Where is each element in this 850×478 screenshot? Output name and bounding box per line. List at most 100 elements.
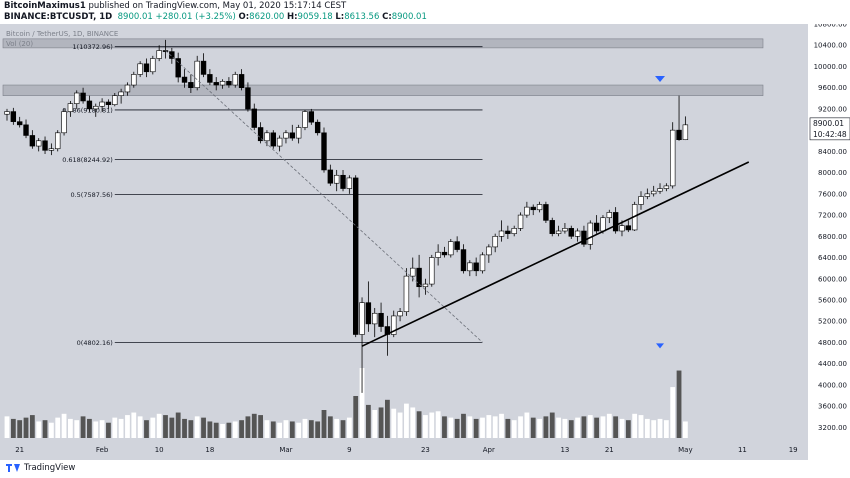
volume-bar <box>188 420 194 438</box>
volume-bar <box>562 418 568 438</box>
candle-body <box>23 124 29 136</box>
candle-body <box>150 58 156 73</box>
volume-bar <box>435 411 441 438</box>
price-tick-label: 4800.00 <box>818 339 847 347</box>
volume-bar <box>106 422 111 438</box>
volume-bar <box>232 421 238 438</box>
volume-bar <box>213 422 219 438</box>
candle-body <box>4 111 10 115</box>
candle-body <box>498 230 505 237</box>
volume-bar <box>556 417 561 438</box>
volume-bar <box>448 417 454 438</box>
volume-bar <box>251 413 257 438</box>
volume-bar <box>4 416 10 438</box>
candle-body <box>118 91 124 96</box>
candle-body <box>530 206 536 211</box>
volume-bar <box>530 417 536 438</box>
volume-bar <box>372 410 378 438</box>
candle-body <box>346 177 353 189</box>
candle-body <box>638 196 644 205</box>
candle-body <box>435 251 441 258</box>
candle-body <box>42 140 48 151</box>
candle-body <box>587 222 593 245</box>
volume-bar <box>220 424 225 438</box>
candlesticks <box>4 39 689 393</box>
candle-body <box>283 132 289 139</box>
volume-bar <box>245 416 251 438</box>
ascending-trendline <box>361 161 750 347</box>
price-tick-label: 7200.00 <box>818 212 847 220</box>
candle-body <box>314 121 321 134</box>
fibonacci-retracement[interactable]: 1(10372.96) 0.786(9180.81) 0.618(8244.92) 0… <box>62 43 483 347</box>
author-name[interactable]: BitcoinMaximus1 <box>4 1 86 11</box>
candle-body <box>295 127 302 139</box>
candle-body <box>524 206 530 216</box>
time-tick-label: 13 <box>560 446 569 454</box>
volume-bar <box>518 416 523 438</box>
fib-level-label: 0(4802.16) <box>77 339 113 347</box>
volume-bar <box>80 416 86 438</box>
price-tick-label: 8400.00 <box>818 148 847 156</box>
volume-bar <box>156 413 162 438</box>
volume-bar <box>429 412 435 438</box>
candle-body <box>536 204 543 211</box>
volume-bar <box>340 420 346 438</box>
volume-bar <box>163 415 168 438</box>
candle-body <box>169 51 175 59</box>
candle-body <box>35 140 42 147</box>
volume-bar <box>568 420 574 438</box>
price-tick-label: 5600.00 <box>818 297 847 305</box>
volume-bar <box>327 416 333 438</box>
volume-bar <box>657 418 663 438</box>
volume-bar <box>378 407 384 438</box>
volume-bar <box>93 421 99 438</box>
price-axis[interactable] <box>808 24 850 460</box>
open-value: 8620.00 <box>249 12 285 22</box>
time-tick-label: Apr <box>483 446 495 454</box>
resistance-zone <box>2 84 764 96</box>
candle-body <box>74 92 80 104</box>
tradingview-logo[interactable]: TradingView <box>6 463 75 473</box>
candle-body <box>422 283 429 288</box>
drawings[interactable] <box>165 50 750 349</box>
candle-body <box>612 212 619 232</box>
candle-body <box>669 129 676 187</box>
volume-bar <box>296 422 302 438</box>
candle-body <box>492 236 498 248</box>
time-tick-label: Feb <box>96 446 109 454</box>
volume-bar <box>137 416 143 438</box>
candle-body <box>505 230 511 234</box>
candle-body <box>625 225 632 231</box>
candle-body <box>327 169 334 184</box>
price-tick-label: 6800.00 <box>818 233 847 241</box>
candle-body <box>308 111 315 123</box>
volume-bar <box>315 421 321 438</box>
candle-body <box>276 137 283 147</box>
volume-bar <box>663 420 669 438</box>
volume-bar <box>194 416 200 438</box>
candle-body <box>397 311 403 317</box>
candle-body <box>131 74 137 86</box>
bar-countdown: 10:42:48 <box>813 130 847 139</box>
volume-bar <box>42 420 48 438</box>
fib-level-label: 0.618(8244.92) <box>62 156 113 164</box>
candle-body <box>29 135 36 147</box>
volume-bar <box>61 413 67 438</box>
volume-bar <box>442 416 447 438</box>
candle-body <box>663 185 670 189</box>
volume-bar <box>385 399 390 438</box>
time-tick-label: 21 <box>15 446 24 454</box>
candle-body <box>86 100 93 110</box>
price-tick-label: 5200.00 <box>818 318 847 326</box>
volume-bar <box>486 415 492 438</box>
volume-bar <box>270 421 276 438</box>
candle-body <box>378 312 384 327</box>
volume-bar <box>10 418 16 438</box>
candle-body <box>321 132 327 171</box>
high-value: 9059.18 <box>297 12 333 22</box>
volume-bar <box>36 421 42 438</box>
candle-body <box>207 74 213 83</box>
legend-instrument: Bitcoin / TetherUS, 1D, BINANCE <box>6 30 118 38</box>
price-chart[interactable]: 3200.00 3600.00 4000.00 4400.00 4800.00 5200.… <box>0 24 850 460</box>
candle-body <box>238 74 245 88</box>
